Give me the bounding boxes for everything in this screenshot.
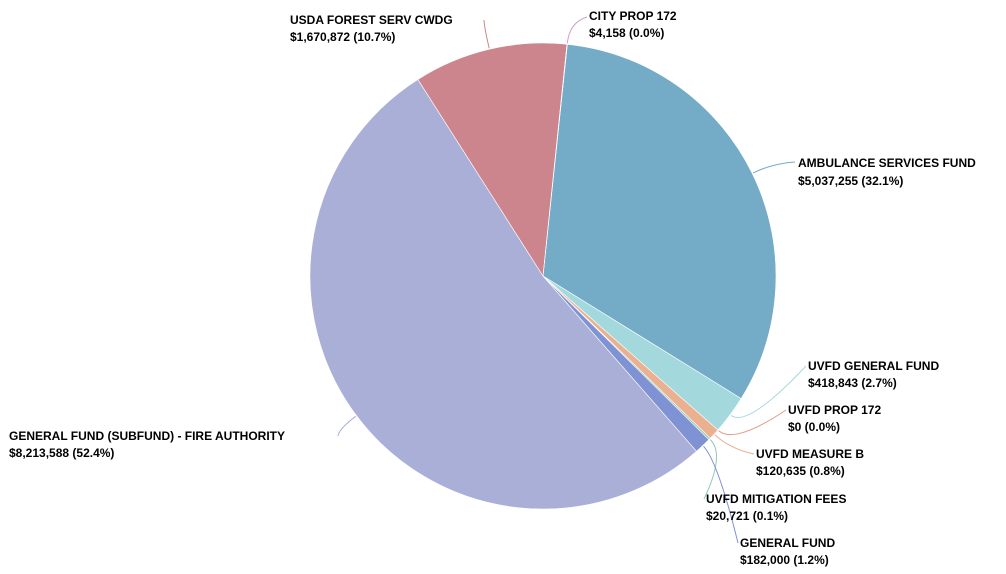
label-city-prop-172-value: $4,158 (0.0%) bbox=[589, 26, 664, 40]
label-ambulance-services-fund-value: $5,037,255 (32.1%) bbox=[798, 174, 903, 188]
label-uvfd-prop-172-value: $0 (0.0%) bbox=[788, 420, 840, 434]
label-uvfd-measure-b-name: UVFD MEASURE B bbox=[756, 447, 864, 461]
leader-line-uvfd-mitigation-fees bbox=[703, 439, 717, 500]
label-uvfd-mitigation-fees-value: $20,721 (0.1%) bbox=[706, 509, 788, 523]
leader-line-city-prop-172 bbox=[566, 16, 588, 44]
leader-line-ambulance-services-fund bbox=[752, 161, 796, 174]
leader-lines bbox=[337, 16, 807, 544]
slice-city-prop-172 bbox=[542, 43, 568, 277]
label-uvfd-prop-172-name: UVFD PROP 172 bbox=[788, 403, 881, 417]
label-usda-forest-serv-cwdg-value: $1,670,872 (10.7%) bbox=[290, 30, 395, 44]
slice-general-fund-subfund-fire-authority bbox=[309, 79, 697, 510]
leader-line-uvfd-measure-b bbox=[714, 434, 755, 455]
label-uvfd-measure-b-value: $120,635 (0.8%) bbox=[756, 464, 845, 478]
label-general-fund-subfund-fire-authority-value: $8,213,588 (52.4%) bbox=[9, 446, 114, 460]
leader-line-uvfd-prop-172 bbox=[718, 409, 787, 435]
slice-labels: AMBULANCE SERVICES FUND $5,037,255 (32.1… bbox=[9, 9, 976, 567]
label-uvfd-mitigation-fees-name: UVFD MITIGATION FEES bbox=[706, 492, 846, 506]
leader-line-usda-forest-serv-cwdg bbox=[483, 19, 490, 49]
label-uvfd-general-fund-name: UVFD GENERAL FUND bbox=[808, 359, 939, 373]
leader-line-general-fund-subfund-fire-authority bbox=[337, 415, 357, 437]
slice-ambulance-services-fund bbox=[542, 43, 777, 399]
label-general-fund-subfund-fire-authority-name: GENERAL FUND (SUBFUND) - FIRE AUTHORITY bbox=[9, 429, 285, 443]
leader-line-uvfd-general-fund bbox=[730, 365, 807, 418]
leader-line-general-fund bbox=[703, 445, 739, 544]
label-usda-forest-serv-cwdg-name: USDA FOREST SERV CWDG bbox=[290, 13, 453, 27]
label-uvfd-general-fund-value: $418,843 (2.7%) bbox=[808, 376, 897, 390]
label-ambulance-services-fund-name: AMBULANCE SERVICES FUND bbox=[798, 156, 976, 170]
pie-slices bbox=[309, 42, 777, 510]
label-city-prop-172-name: CITY PROP 172 bbox=[589, 9, 677, 23]
label-general-fund-name: GENERAL FUND bbox=[740, 536, 835, 550]
slice-usda-forest-serv-cwdg bbox=[417, 42, 568, 277]
label-general-fund-value: $182,000 (1.2%) bbox=[740, 553, 829, 567]
